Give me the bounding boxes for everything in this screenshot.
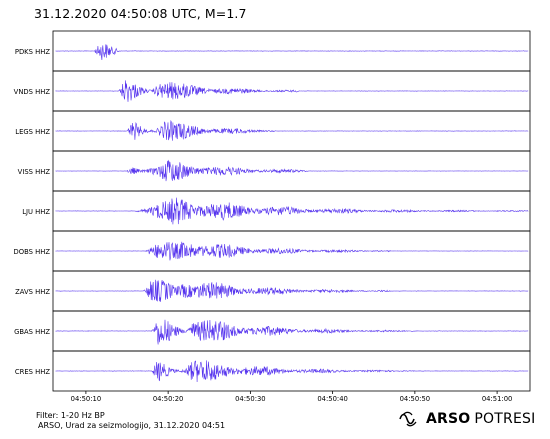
seismic-wave-icon [399,411,417,427]
station-label: DOBS HHZ [14,248,51,256]
credit-note: ARSO, Urad za seizmologijo, 31.12.2020 0… [38,421,226,430]
station-label: LJU HHZ [22,208,50,216]
station-label: PDKS HHZ [15,48,50,56]
brand-logo: ARSO POTRESI [398,409,535,429]
trace-panel [52,350,531,392]
waveform-zavs [55,279,529,302]
brand-name: ARSO [426,411,471,427]
waveform-dobs [55,241,529,261]
waveform-pdks [55,44,529,61]
station-label: ZAVS HHZ [15,288,50,296]
waveform-cres [55,360,529,383]
x-tick-label: 04:50:10 [71,395,102,403]
waveform-lju [55,197,529,225]
brand-sub: POTRESI [474,411,536,427]
x-tick-label: 04:50:30 [235,395,266,403]
x-tick-label: 04:50:40 [317,395,348,403]
waveform-gbas [55,319,529,345]
station-label: VISS HHZ [18,168,51,176]
x-tick-label: 04:51:00 [482,395,513,403]
station-label: CRES HHZ [15,368,50,376]
waveform-legs [55,119,529,141]
filter-note: Filter: 1-20 Hz BP [36,411,105,420]
x-tick-label: 04:50:20 [153,395,184,403]
waveform-viss [55,159,529,182]
station-label: LEGS HHZ [15,128,50,136]
station-label: GBAS HHZ [14,328,50,336]
waveform-vnds [55,80,529,102]
x-tick-label: 04:50:50 [400,395,431,403]
station-label: VNDS HHZ [14,88,51,96]
chart-title: 31.12.2020 04:50:08 UTC, M=1.7 [34,6,247,21]
